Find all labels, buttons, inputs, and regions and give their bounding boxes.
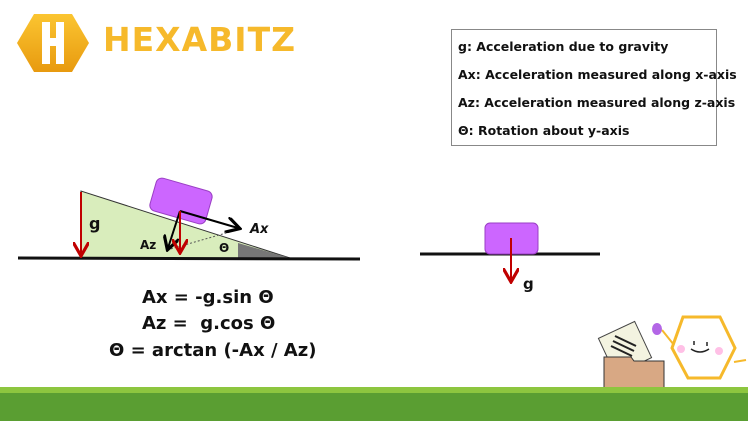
ground-strip [0,393,748,421]
legend-ax: Ax: Acceleration measured along x-axis [458,67,737,82]
folder-icon [597,320,665,395]
label-ax: Ax [250,222,269,237]
label-az: Az [140,238,157,252]
equation-ax: Ax = -g.sin Θ [142,287,274,308]
label-g-incline: g [89,214,101,233]
label-g-flat: g [523,275,534,293]
legend-theta: Θ: Rotation about y-axis [458,123,630,138]
hexabitz-logo-icon [17,14,89,72]
brand-name: HEXABITZ [103,20,297,59]
legend-az: Az: Acceleration measured along z-axis [458,95,736,110]
equation-theta: Θ = arctan (-Ax / Az) [109,340,317,361]
ax-arrow [179,210,238,228]
label-theta: Θ [219,241,230,255]
az-arrow [168,210,181,248]
hexagon-mascot-icon [652,315,747,399]
block-on-incline [149,177,213,225]
grass-strip [0,387,748,394]
incline-shade [238,243,290,258]
legend-box: g: Acceleration due to gravity Ax: Accel… [451,29,737,146]
ground-line-left [17,256,361,261]
legend-g: g: Acceleration due to gravity [458,39,669,54]
equation-az: Az = g.cos Θ [142,313,276,334]
